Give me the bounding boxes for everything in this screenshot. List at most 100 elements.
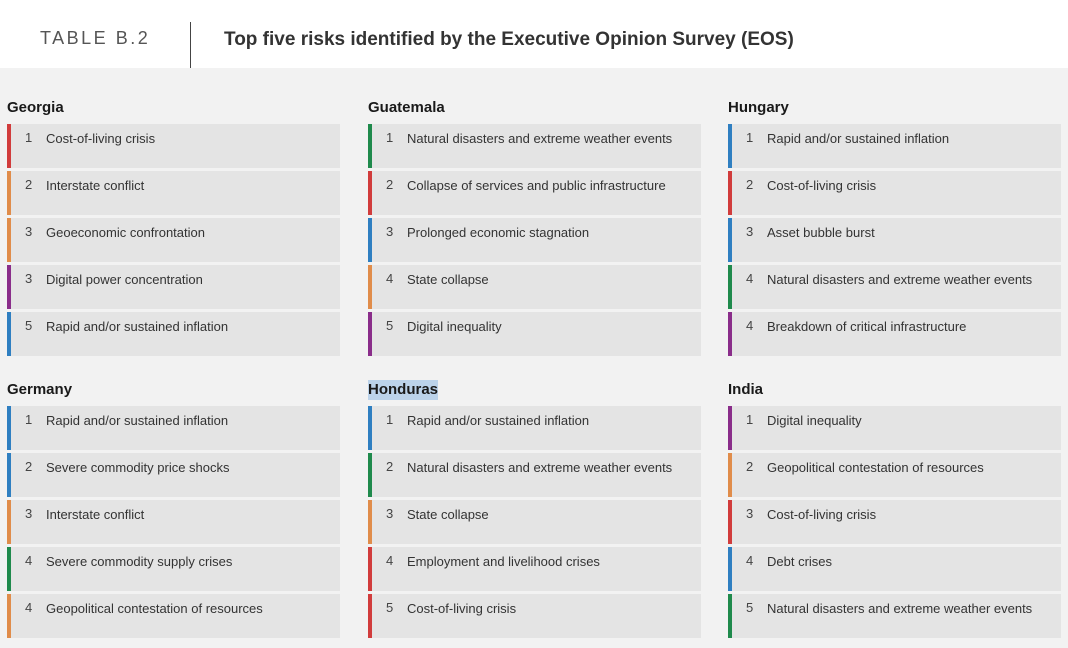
risk-rank: 1 <box>25 412 33 427</box>
risk-row: 2 Geopolitical contestation of resources <box>728 453 1061 497</box>
risk-rank: 3 <box>25 506 33 521</box>
country-name: Guatemala <box>368 99 445 116</box>
country-name: Hungary <box>728 99 789 116</box>
risk-row: 1 Rapid and/or sustained inflation <box>7 406 340 450</box>
country-block-georgia: Georgia 1 Cost-of-living crisis 2 Interstate… <box>7 98 343 359</box>
risk-label: Natural disasters and extreme weather ev… <box>767 272 1033 287</box>
risk-rank: 2 <box>386 177 394 192</box>
risk-rank: 4 <box>386 553 394 568</box>
risk-label: Severe commodity supply crises <box>46 554 233 569</box>
risk-row: 4 Employment and livelihood crises <box>368 547 701 591</box>
risk-label: Prolonged economic stagnation <box>407 225 590 240</box>
risk-rank: 5 <box>746 600 754 615</box>
risk-label: Interstate conflict <box>46 507 145 522</box>
country-block-germany: Germany 1 Rapid and/or sustained inflation… <box>7 380 343 641</box>
risk-row: 3 State collapse <box>368 500 701 544</box>
risk-label: Rapid and/or sustained inflation <box>46 413 229 428</box>
risk-label: Digital inequality <box>407 319 502 334</box>
risk-row: 4 Debt crises <box>728 547 1061 591</box>
risk-rank: 4 <box>746 271 754 286</box>
risk-row: 5 Cost-of-living crisis <box>368 594 701 638</box>
risk-row: 3 Digital power concentration <box>7 265 340 309</box>
risk-label: Cost-of-living crisis <box>46 131 156 146</box>
risk-rank: 2 <box>25 459 33 474</box>
risk-label: Rapid and/or sustained inflation <box>46 319 229 334</box>
risk-rank: 3 <box>25 224 33 239</box>
risk-rank: 5 <box>25 318 33 333</box>
risk-label: Cost-of-living crisis <box>767 178 877 193</box>
risk-rank: 5 <box>386 318 394 333</box>
risk-label: Interstate conflict <box>46 178 145 193</box>
risk-label: Employment and livelihood crises <box>407 554 600 569</box>
risk-row: 2 Interstate conflict <box>7 171 340 215</box>
risk-label: Digital inequality <box>767 413 862 428</box>
risk-row: 3 Prolonged economic stagnation <box>368 218 701 262</box>
table-label: TABLE B.2 <box>40 28 151 48</box>
risk-label: Asset bubble burst <box>767 225 875 240</box>
risk-rank: 4 <box>386 271 394 286</box>
risk-label: Geopolitical contestation of resources <box>46 601 263 616</box>
risk-row: 2 Natural disasters and extreme weather e… <box>368 453 701 497</box>
risk-label: Rapid and/or sustained inflation <box>767 131 950 146</box>
risk-row: 4 Geopolitical contestation of resources <box>7 594 340 638</box>
table-header: TABLE B.2 Top five risks identified by t… <box>0 0 1068 68</box>
risk-rank: 2 <box>386 459 394 474</box>
risk-label: State collapse <box>407 272 489 287</box>
table-title: Top five risks identified by the Executi… <box>224 29 794 50</box>
risk-row: 5 Digital inequality <box>368 312 701 356</box>
risk-label: Geopolitical contestation of resources <box>767 460 984 475</box>
risk-rank: 1 <box>386 412 394 427</box>
risk-rank: 1 <box>746 130 754 145</box>
header-divider <box>190 22 191 68</box>
risk-rank: 1 <box>386 130 394 145</box>
risk-rank: 1 <box>25 130 33 145</box>
country-block-guatemala: Guatemala 1 Natural disasters and extreme … <box>368 98 704 359</box>
risk-row: 1 Rapid and/or sustained inflation <box>368 406 701 450</box>
risk-label: Natural disasters and extreme weather ev… <box>767 601 1033 616</box>
risk-table-panel: Georgia 1 Cost-of-living crisis 2 Interstate… <box>0 68 1068 648</box>
risk-row: 2 Cost-of-living crisis <box>728 171 1061 215</box>
risk-row: 4 Severe commodity supply crises <box>7 547 340 591</box>
country-name: Georgia <box>7 99 64 116</box>
risk-row: 1 Rapid and/or sustained inflation <box>728 124 1061 168</box>
country-block-india: India 1 Digital inequality 2 Geopolitical co… <box>728 380 1064 641</box>
risk-rank: 3 <box>746 506 754 521</box>
risk-label: Natural disasters and extreme weather ev… <box>407 460 673 475</box>
risk-rank: 4 <box>25 553 33 568</box>
risk-rank: 3 <box>386 224 394 239</box>
risk-row: 1 Natural disasters and extreme weather e… <box>368 124 701 168</box>
risk-rank: 2 <box>25 177 33 192</box>
risk-label: Natural disasters and extreme weather ev… <box>407 131 673 146</box>
risk-row: 3 Interstate conflict <box>7 500 340 544</box>
risk-row: 4 Natural disasters and extreme weather e… <box>728 265 1061 309</box>
risk-rank: 1 <box>746 412 754 427</box>
risk-row: 4 State collapse <box>368 265 701 309</box>
risk-rank: 4 <box>25 600 33 615</box>
risk-rank: 5 <box>386 600 394 615</box>
risk-label: Cost-of-living crisis <box>767 507 877 522</box>
risk-label: Severe commodity price shocks <box>46 460 230 475</box>
risk-row: 5 Rapid and/or sustained inflation <box>7 312 340 356</box>
risk-label: Breakdown of critical infrastructure <box>767 319 967 334</box>
risk-row: 1 Digital inequality <box>728 406 1061 450</box>
risk-label: Debt crises <box>767 554 833 569</box>
risk-row: 2 Severe commodity price shocks <box>7 453 340 497</box>
risk-rank: 3 <box>386 506 394 521</box>
risk-label: Rapid and/or sustained inflation <box>407 413 590 428</box>
risk-label: Collapse of services and public infrastr… <box>407 178 666 193</box>
risk-rank: 2 <box>746 177 754 192</box>
risk-rank: 3 <box>746 224 754 239</box>
risk-row: 5 Natural disasters and extreme weather e… <box>728 594 1061 638</box>
risk-label: State collapse <box>407 507 489 522</box>
country-block-hungary: Hungary 1 Rapid and/or sustained inflation… <box>728 98 1064 359</box>
country-block-honduras: Honduras 1 Rapid and/or sustained inflatio… <box>368 380 704 641</box>
country-name: Germany <box>7 381 73 398</box>
risk-row: 2 Collapse of services and public infrast… <box>368 171 701 215</box>
risk-rank: 2 <box>746 459 754 474</box>
risk-row: 1 Cost-of-living crisis <box>7 124 340 168</box>
risk-row: 4 Breakdown of critical infrastructure <box>728 312 1061 356</box>
risk-row: 3 Cost-of-living crisis <box>728 500 1061 544</box>
risk-rank: 4 <box>746 553 754 568</box>
risk-label: Geoeconomic confrontation <box>46 225 205 240</box>
risk-row: 3 Asset bubble burst <box>728 218 1061 262</box>
